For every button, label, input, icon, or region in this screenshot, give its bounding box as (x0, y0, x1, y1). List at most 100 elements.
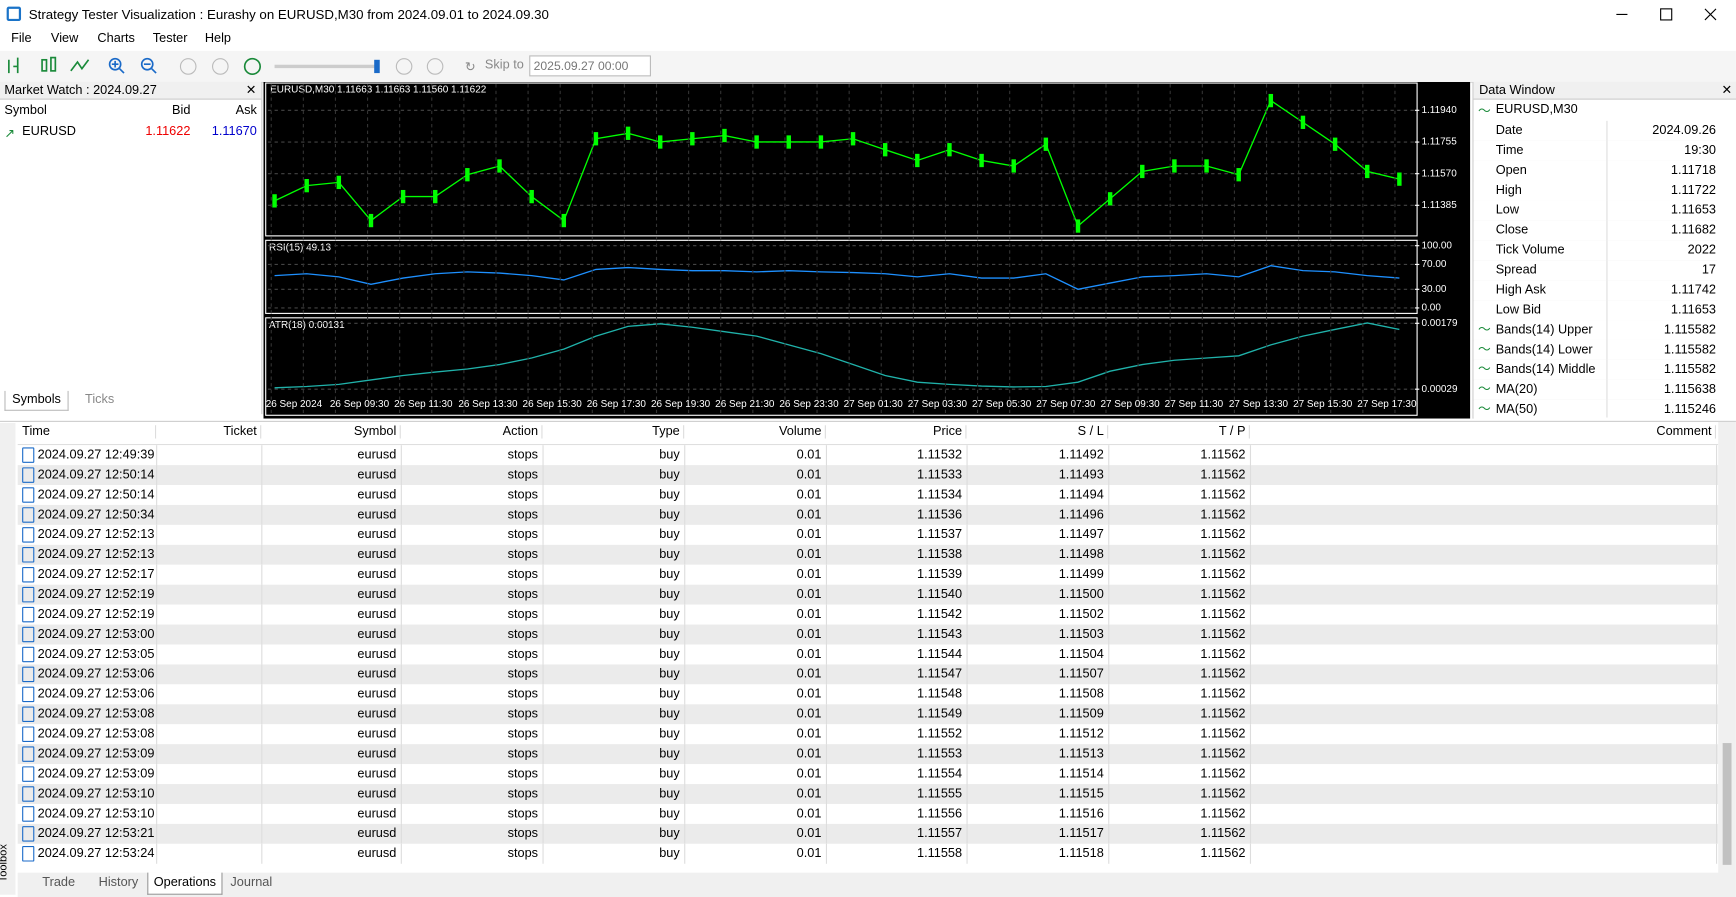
col-sep (825, 744, 828, 765)
x-tick-label: 27 Sep 07:30 (1036, 399, 1096, 410)
table-row[interactable]: 2024.09.27 12:49:39 eurusd stops buy 0.01 1.1… (17, 445, 1719, 466)
tab[interactable]: Operations (147, 872, 223, 895)
cell: 0.01 (796, 607, 822, 622)
row-icon (22, 487, 35, 503)
menu-item[interactable]: Help (204, 32, 232, 46)
table-row[interactable]: 2024.09.27 12:53:09 eurusd stops buy 0.01 1.1… (17, 764, 1719, 785)
tab[interactable]: Journal (230, 875, 273, 890)
col-sep (825, 504, 828, 525)
column-header[interactable]: Volume (684, 425, 826, 439)
table-row[interactable]: 2024.09.27 12:53:00 eurusd stops buy 0.01 1.1… (17, 624, 1719, 645)
price-bar (754, 135, 759, 149)
table-row[interactable]: 2024.09.27 12:50:34 eurusd stops buy 0.01 1.1… (17, 504, 1719, 525)
column-header[interactable]: T / P (1108, 425, 1250, 439)
table-row[interactable]: 2024.09.27 12:53:08 eurusd stops buy 0.01 1.1… (17, 704, 1719, 725)
date-input[interactable]: 2025.09.27 00:00 (529, 55, 651, 77)
col-sep (261, 664, 263, 685)
row-icon (22, 566, 35, 583)
cell: 1.11499 (1058, 568, 1104, 582)
cell: 1.11562 (1200, 607, 1246, 622)
close-button[interactable]: ✕ (1721, 84, 1733, 98)
column-header[interactable]: Time (22, 425, 157, 439)
col-sep (825, 664, 828, 685)
menu-item[interactable]: File (11, 32, 32, 46)
table-row[interactable]: 2024.09.27 12:53:09 eurusd stops buy 0.01 1.1… (17, 744, 1719, 765)
col-sep (825, 465, 828, 486)
price-bar (786, 135, 791, 149)
toolbox-label[interactable]: Toolbox (0, 844, 10, 883)
col-sep (156, 604, 158, 625)
cell: stops (507, 747, 539, 761)
toolbar-icons[interactable] (0, 51, 465, 82)
column-header[interactable]: Type (542, 425, 685, 439)
col-sep (156, 544, 158, 565)
table-row[interactable]: 2024.09.27 12:53:08 eurusd stops buy 0.01 1.1… (17, 724, 1719, 745)
col-sep (156, 524, 158, 545)
col-sep (261, 604, 263, 625)
window-controls[interactable] (1605, 0, 1736, 29)
skip-to-label: Skip to (484, 58, 524, 72)
col-sep (825, 803, 828, 824)
scrollbar[interactable] (1718, 421, 1736, 874)
table-row[interactable]: 2024.09.27 12:52:19 eurusd stops buy 0.01 1.1… (17, 584, 1719, 605)
cell: stops (507, 448, 539, 462)
table-row[interactable]: 2024.09.27 12:53:24 eurusd stops buy 0.01 1.1… (17, 843, 1719, 864)
col-sep (825, 624, 828, 645)
data-label: Close (1495, 223, 1529, 237)
table-row[interactable]: 2024.09.27 12:50:14 eurusd stops buy 0.01 1.1… (17, 465, 1719, 486)
cell: 0.01 (796, 667, 822, 682)
col-sep (156, 664, 158, 685)
table-row[interactable]: 2024.09.27 12:53:05 eurusd stops buy 0.01 1.1… (17, 644, 1719, 665)
column-header[interactable]: Symbol (261, 425, 401, 439)
column-header[interactable]: Comment (1250, 425, 1717, 439)
tab[interactable]: History (98, 875, 139, 890)
col-sep (1249, 504, 1252, 525)
data-value: 2022 (1606, 240, 1716, 261)
column-header[interactable]: S / L (966, 425, 1109, 439)
table-row[interactable]: 2024.09.27 12:52:19 eurusd stops buy 0.01 1.1… (17, 604, 1719, 625)
col-sep (1249, 704, 1252, 725)
col-sep (1716, 843, 1718, 864)
menu-item[interactable]: Charts (97, 32, 135, 46)
cell: 1.11562 (1200, 747, 1246, 761)
col-sep (261, 704, 263, 725)
cell: eurusd (357, 568, 397, 582)
table-row[interactable]: 2024.09.27 12:52:17 eurusd stops buy 0.01 1.1… (17, 564, 1719, 585)
table-row[interactable]: 2024.09.27 12:53:06 eurusd stops buy 0.01 1.1… (17, 664, 1719, 685)
data-label: Time (1495, 143, 1524, 158)
menu-item[interactable]: Tester (152, 32, 188, 46)
col-sep (966, 445, 968, 466)
table-row[interactable]: 2024.09.27 12:53:10 eurusd stops buy 0.01 1.1… (17, 803, 1719, 824)
table-row[interactable]: 2024.09.27 12:53:21 eurusd stops buy 0.01 1.1… (17, 823, 1719, 844)
col-sep (966, 624, 968, 645)
col-sep (156, 704, 158, 725)
cell: eurusd (357, 787, 397, 801)
cell: stops (507, 468, 539, 482)
col-sep (261, 843, 263, 864)
tab[interactable]: Ticks (85, 393, 115, 407)
x-tick-label: 27 Sep 05:30 (972, 399, 1032, 410)
close-button[interactable]: ✕ (245, 84, 257, 98)
menu-item[interactable]: View (50, 32, 79, 46)
column-header[interactable]: Ticket (156, 425, 262, 439)
col-sep (542, 803, 544, 824)
cell: 1.11670 (211, 125, 257, 139)
col-sep (825, 564, 828, 585)
column-header[interactable]: Action (401, 425, 543, 439)
col-sep (1716, 664, 1718, 685)
data-label: Date (1495, 124, 1523, 138)
col-sep (1249, 803, 1252, 824)
tab[interactable]: Trade (42, 875, 76, 890)
col-sep (542, 784, 544, 804)
tab[interactable]: Symbols (4, 390, 69, 411)
table-row[interactable]: 2024.09.27 12:50:14 eurusd stops buy 0.01 1.1… (17, 485, 1719, 505)
table-row[interactable]: 2024.09.27 12:52:13 eurusd stops buy 0.01 1.1… (17, 524, 1719, 545)
col-sep (400, 624, 402, 645)
table-row[interactable]: 2024.09.27 12:53:10 eurusd stops buy 0.01 1.1… (17, 784, 1719, 804)
col-sep (542, 524, 544, 545)
col-sep (156, 564, 158, 585)
column-header[interactable]: Price (826, 425, 967, 439)
col-sep (1249, 724, 1252, 745)
table-row[interactable]: 2024.09.27 12:53:06 eurusd stops buy 0.01 1.1… (17, 684, 1719, 705)
table-row[interactable]: 2024.09.27 12:52:13 eurusd stops buy 0.01 1.1… (17, 544, 1719, 565)
